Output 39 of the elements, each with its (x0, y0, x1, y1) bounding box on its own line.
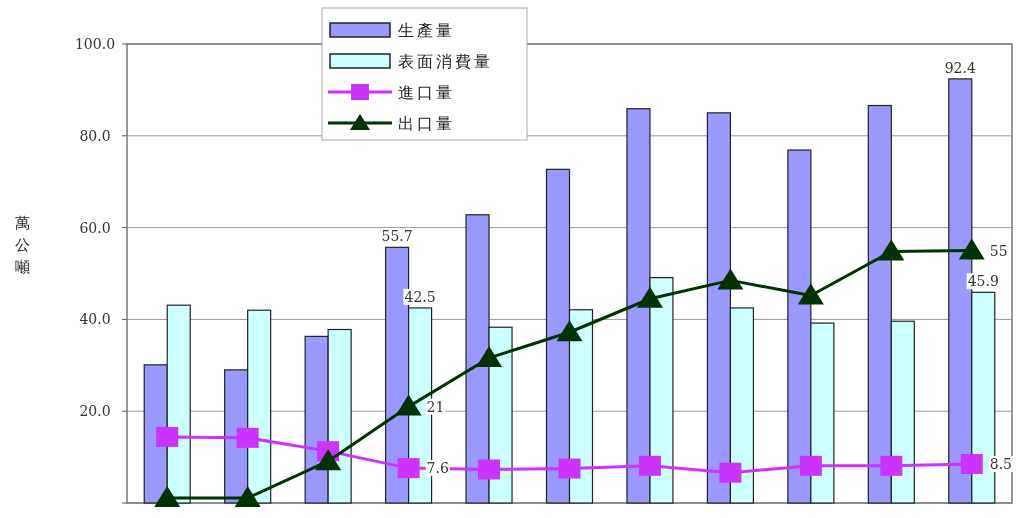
point (636, 286, 663, 308)
point (880, 455, 903, 476)
legend-label: 生產量 (398, 21, 455, 40)
data-label: 42.5 (404, 288, 436, 305)
point (395, 394, 422, 416)
point (960, 453, 983, 474)
point (878, 239, 905, 261)
point (476, 345, 503, 367)
data-label: 45.9 (967, 273, 999, 290)
point (719, 462, 742, 483)
data-label: 8.5 (989, 455, 1013, 472)
point (154, 485, 181, 507)
point (478, 459, 501, 480)
legend-label: 出口量 (398, 114, 455, 133)
point (397, 458, 420, 479)
y-tick-label: 60.0 (79, 219, 111, 236)
y-tick-label: 80.0 (79, 127, 111, 144)
point (156, 426, 179, 447)
legend-label: 表面消費量 (398, 52, 493, 71)
point (558, 458, 581, 479)
data-label: 21 (426, 398, 445, 415)
point (797, 283, 824, 305)
data-label: 55.7 (381, 228, 413, 245)
point (315, 449, 342, 471)
legend-label: 進口量 (398, 83, 455, 102)
point (799, 455, 822, 476)
data-label: 92.4 (944, 59, 976, 76)
point (958, 238, 985, 260)
point (234, 485, 261, 507)
point (638, 455, 661, 476)
point (556, 320, 583, 342)
y-tick-label: 20.0 (79, 403, 111, 420)
data-label: 7.6 (426, 460, 449, 477)
data-label: 55 (989, 242, 1008, 259)
point (717, 268, 744, 290)
y-tick-label: 100.0 (74, 36, 116, 52)
point (236, 427, 259, 448)
y-axis-title: 萬公噸 (14, 214, 30, 276)
y-tick-label: 40.0 (79, 311, 111, 328)
